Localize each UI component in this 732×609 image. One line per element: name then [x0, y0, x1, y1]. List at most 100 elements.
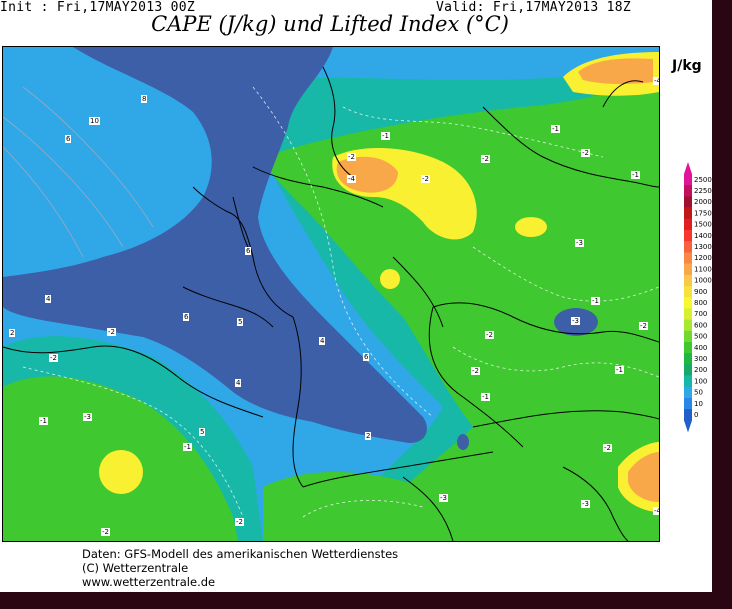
lifted-index-label: -4 [653, 77, 659, 85]
colorbar-tick-label: 300 [694, 355, 707, 363]
colorbar-segment [684, 375, 692, 388]
instability-patch-mid [380, 269, 400, 289]
lifted-index-label: -3 [581, 500, 590, 508]
colorbar-segment [684, 386, 692, 399]
colorbar-tick-label: 200 [694, 366, 707, 374]
lifted-index-label: -1 [551, 125, 560, 133]
instability-core-se-orange [628, 452, 659, 502]
stability-label: 4 [235, 379, 242, 387]
init-time: Init : Fri,17MAY2013 00Z [0, 0, 196, 15]
footer-data-source: Daten: GFS-Modell des amerikanischen Wet… [82, 547, 399, 561]
colorbar-segment [684, 230, 692, 242]
stability-label: 6 [183, 313, 190, 321]
colorbar-segment [684, 196, 692, 208]
map-labels: -4 -2 -1 -2 -1 -3 -2 -1 -2 -3 -2 -1 -2 -1 -2 -4 -1 -2 -2 -1… [3, 47, 659, 541]
lifted-index-label: -2 [639, 322, 648, 330]
map-title: CAPE (J/kg) und Lifted Index (°C) [151, 12, 509, 36]
stability-label: 4 [45, 295, 52, 303]
colorbar-segment [684, 286, 692, 298]
lifted-index-contours [22, 86, 659, 518]
lifted-index-label: -3 [571, 317, 580, 325]
lifted-index-label: -2 [107, 328, 116, 336]
lifted-index-label: -1 [381, 132, 390, 140]
lifted-index-label: -2 [485, 331, 494, 339]
colorbar-segment [684, 308, 692, 320]
colorbar-segment [684, 398, 692, 410]
colorbar-segment [684, 330, 692, 343]
stability-label: 5 [199, 428, 206, 436]
colorbar-segment [684, 409, 692, 421]
lifted-index-label: -2 [471, 367, 480, 375]
colorbar-unit: J/kg [672, 58, 702, 74]
lifted-index-label: -3 [83, 413, 92, 421]
colorbar-tick-label: 1400 [694, 232, 712, 240]
lifted-index-label: -1 [631, 171, 640, 179]
colorbar-segment [684, 353, 692, 365]
valid-time: Valid: Fri,17MAY2013 18Z [436, 0, 632, 15]
stable-patch-south [457, 434, 469, 450]
lifted-index-label: -4 [653, 507, 659, 515]
stability-label: 4 [319, 337, 326, 345]
frame-right [712, 0, 732, 609]
colorbar-tick-label: 1500 [694, 221, 712, 229]
frame-bottom [0, 592, 732, 609]
colorbar-tick-label: 1300 [694, 243, 712, 251]
lifted-index-label: -1 [591, 297, 600, 305]
colorbar-tick-label: 400 [694, 344, 707, 352]
stability-label: 2 [365, 432, 372, 440]
colorbar-tick-label: 1100 [694, 265, 712, 273]
colorbar-tick-label: 700 [694, 310, 707, 318]
instability-core-north-orange [336, 156, 398, 193]
lifted-index-label: -2 [347, 153, 356, 161]
colorbar-segment [684, 364, 692, 376]
stability-label: 10 [89, 117, 100, 125]
colorbar-tick-label: 2000 [694, 198, 712, 206]
green-zone-south [263, 472, 473, 541]
colorbar-top-arrow [684, 162, 692, 174]
lifted-index-label: -2 [49, 354, 58, 362]
weather-map: -4 -2 -1 -2 -1 -3 -2 -1 -2 -3 -2 -1 -2 -1 -2 -4 -1 -2 -2 -1… [2, 46, 660, 542]
colorbar-tick-label: 500 [694, 333, 707, 341]
stability-label: 6 [65, 135, 72, 143]
lifted-index-label: -1 [481, 393, 490, 401]
colorbar-tick-label: 2500 [694, 176, 712, 184]
colorbar-segment [684, 274, 692, 287]
colorbar: 2500225020001750150014001300120011001000… [684, 162, 712, 432]
colorbar-tick-label: 900 [694, 288, 707, 296]
lifted-index-label: -2 [235, 518, 244, 526]
colorbar-segment [684, 174, 692, 186]
lifted-index-label: -2 [101, 528, 110, 536]
lifted-index-label: -2 [481, 155, 490, 163]
colorbar-bottom-arrow [684, 420, 692, 432]
lifted-index-label: -4 [347, 175, 356, 183]
lifted-index-label: -2 [581, 149, 590, 157]
lifted-index-label: -3 [575, 239, 584, 247]
colorbar-tick-label: 1750 [694, 209, 712, 217]
colorbar-segment [684, 185, 692, 197]
colorbar-segment [684, 241, 692, 253]
footer-copyright: (C) Wetterzentrale [82, 561, 189, 575]
colorbar-tick-label: 100 [694, 377, 707, 385]
colorbar-tick-label: 600 [694, 321, 707, 329]
instability-patch-west [99, 450, 143, 494]
lifted-index-label: -1 [183, 443, 192, 451]
colorbar-tick-label: 1000 [694, 277, 712, 285]
lifted-index-label: -1 [39, 417, 48, 425]
colorbar-tick-label: 800 [694, 299, 707, 307]
footer-link[interactable]: www.wetterzentrale.de [82, 575, 216, 589]
borders [3, 66, 659, 541]
map-canvas [3, 47, 659, 541]
lifted-index-label: -2 [421, 175, 430, 183]
instability-patch-center [515, 217, 547, 237]
colorbar-tick-label: 0 [694, 411, 698, 419]
colorbar-segment [684, 252, 692, 264]
stability-label: 6 [245, 247, 252, 255]
colorbar-tick-label: 2250 [694, 187, 712, 195]
lifted-index-label: -3 [439, 494, 448, 502]
stability-label: 5 [237, 318, 244, 326]
colorbar-segment [684, 207, 692, 220]
colorbar-segment [684, 319, 692, 332]
colorbar-segment [684, 263, 692, 276]
stability-label: 2 [9, 329, 16, 337]
colorbar-segment [684, 297, 692, 309]
